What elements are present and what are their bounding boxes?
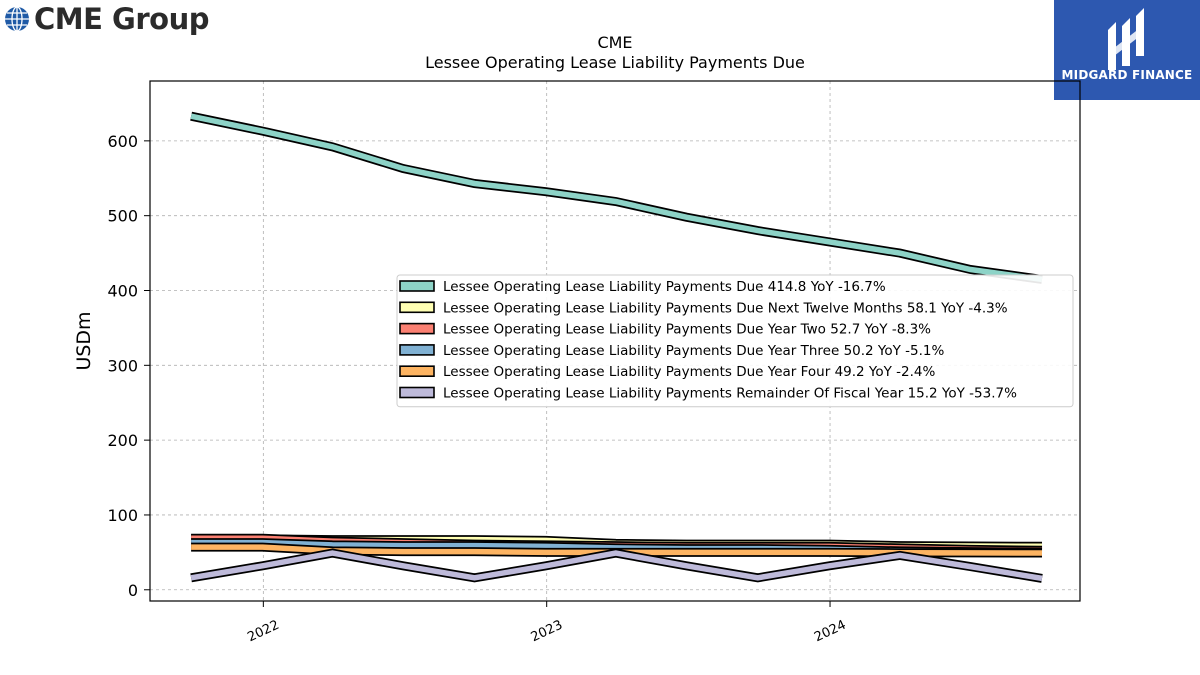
legend-swatch [399, 280, 435, 292]
x-tick-label: 2024 [812, 618, 848, 646]
legend-box [396, 274, 1074, 408]
y-tick-label: 300 [107, 356, 138, 375]
x-tick-label: 2022 [245, 618, 281, 646]
cme-logo-text: CME Group [34, 2, 209, 36]
midgard-emblem-icon [1108, 8, 1144, 70]
legend-entry: Lessee Operating Lease Liability Payment… [443, 279, 886, 295]
legend-swatch [399, 386, 435, 399]
y-tick-label: 400 [107, 281, 138, 300]
y-axis-ticks: 0 100 200 300 400 500 600 [107, 132, 150, 600]
y-tick-label: 200 [107, 431, 138, 450]
x-tick-label: 2023 [529, 618, 565, 646]
chart-title: CME [597, 33, 632, 52]
legend-entry: Lessee Operating Lease Liability Payment… [443, 322, 931, 338]
series-line [190, 548, 1043, 583]
globe-icon [5, 6, 29, 32]
series-line-stroke [190, 550, 1043, 582]
legend-swatch [399, 301, 435, 314]
midgard-finance-logo: MIDGARD FINANCE [1054, 0, 1200, 100]
y-tick-label: 600 [107, 132, 138, 151]
legend-swatch [399, 322, 435, 335]
cme-group-logo: CME Group [4, 2, 224, 38]
midgard-logo-text: MIDGARD FINANCE [1061, 68, 1193, 82]
y-axis-label: USDm [73, 311, 95, 370]
legend-entry: Lessee Operating Lease Liability Payment… [443, 386, 1017, 402]
series-line-stroke [190, 113, 1043, 283]
series-lines [190, 111, 1043, 583]
series-line [190, 111, 1043, 284]
legend: Lessee Operating Lease Liability Payment… [396, 274, 1074, 408]
legend-entry: Lessee Operating Lease Liability Payment… [443, 300, 1008, 316]
legend-swatch [399, 344, 435, 356]
chart-subtitle: Lessee Operating Lease Liability Payment… [425, 53, 805, 72]
legend-entry: Lessee Operating Lease Liability Payment… [443, 364, 936, 380]
y-tick-label: 500 [107, 207, 138, 226]
x-axis-ticks: 2022 2023 2024 [245, 601, 848, 645]
y-tick-label: 100 [107, 506, 138, 525]
legend-entry: Lessee Operating Lease Liability Payment… [443, 343, 945, 359]
plot-frame [149, 80, 1081, 602]
y-tick-label: 0 [128, 581, 138, 600]
legend-swatch [399, 365, 435, 378]
